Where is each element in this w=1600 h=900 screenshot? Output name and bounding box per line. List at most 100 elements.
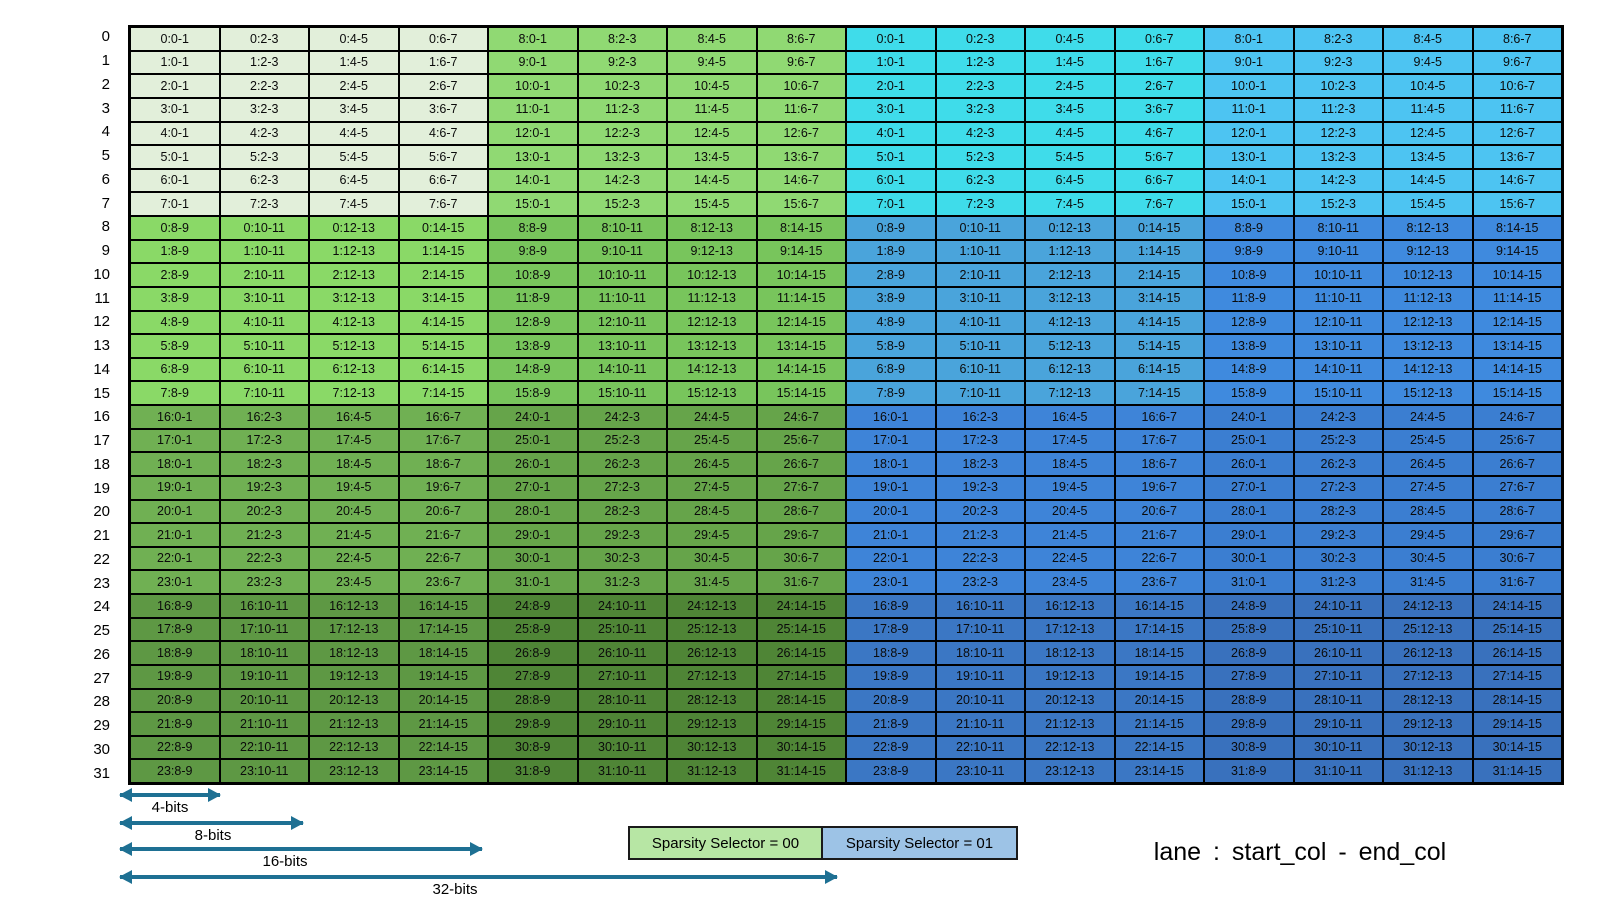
table-cell: 24:4-5	[1383, 405, 1473, 429]
table-cell: 8:12-13	[1383, 216, 1473, 240]
table-cell: 15:4-5	[667, 192, 757, 216]
table-cell: 24:8-9	[1204, 594, 1294, 618]
row-label: 5	[101, 147, 110, 165]
table-cell: 11:6-7	[756, 97, 846, 122]
table-cell: 9:8-9	[1204, 239, 1294, 264]
table-cell: 5:4-5	[1025, 145, 1115, 169]
table-cell: 22:12-13	[1025, 735, 1115, 760]
row-label: 25	[93, 622, 110, 640]
table-cell: 20:6-7	[398, 499, 488, 524]
table-cell: 5:0-1	[130, 145, 220, 169]
row-label: 30	[93, 740, 110, 758]
table-cell: 3:8-9	[846, 286, 936, 311]
table-cell: 30:6-7	[1472, 546, 1562, 571]
table-cell: 2:6-7	[1114, 74, 1204, 98]
table-cell: 24:14-15	[756, 594, 846, 618]
table-cell: 0:6-7	[398, 27, 488, 51]
table-cell: 30:8-9	[488, 735, 578, 760]
table-cell: 0:0-1	[130, 27, 220, 51]
table-cell: 19:4-5	[1025, 475, 1115, 500]
table-cell: 22:4-5	[1025, 546, 1115, 571]
table-cell: 15:14-15	[1472, 381, 1562, 405]
table-cell: 14:0-1	[488, 168, 578, 193]
row-label: 27	[93, 669, 110, 687]
table-cell: 6:8-9	[846, 357, 936, 382]
table-cell: 21:12-13	[1025, 712, 1115, 736]
row-label: 7	[101, 194, 110, 212]
table-cell: 5:14-15	[1114, 334, 1204, 358]
table-cell: 30:6-7	[756, 546, 846, 571]
table-cell: 26:4-5	[1383, 452, 1473, 476]
lane-table: 0:0-1 0:2-3 0:4-5 0:6-7 8:0-1 8:2-3 8:4-5 8:6-7…	[128, 25, 1564, 785]
table-cell: 2:12-13	[1025, 263, 1115, 287]
table-cell: 6:10-11	[935, 357, 1025, 382]
table-cell: 27:8-9	[488, 664, 578, 689]
table-cell: 15:2-3	[1293, 192, 1383, 216]
row-label: 13	[93, 337, 110, 355]
table-cell: 25:8-9	[1204, 617, 1294, 642]
table-cell: 17:8-9	[130, 617, 220, 642]
table-cell: 30:0-1	[488, 546, 578, 571]
table-cell: 16:12-13	[309, 594, 399, 618]
table-cell: 21:0-1	[846, 523, 936, 547]
table-cell: 6:8-9	[130, 357, 220, 382]
table-cell: 0:2-3	[935, 27, 1025, 51]
row-label: 3	[101, 99, 110, 117]
table-cell: 1:2-3	[219, 50, 309, 75]
table-cell: 17:0-1	[130, 428, 220, 453]
table-cell: 28:10-11	[1293, 688, 1383, 713]
table-cell: 0:4-5	[1025, 27, 1115, 51]
table-cell: 31:12-13	[667, 759, 757, 783]
table-cell: 7:14-15	[398, 381, 488, 405]
table-cell: 16:10-11	[935, 594, 1025, 618]
table-cell: 1:0-1	[130, 50, 220, 75]
table-cell: 28:12-13	[667, 688, 757, 713]
table-cell: 29:4-5	[1383, 523, 1473, 547]
table-cell: 3:0-1	[846, 97, 936, 122]
table-cell: 25:0-1	[1204, 428, 1294, 453]
row-label: 23	[93, 574, 110, 592]
table-cell: 30:8-9	[1204, 735, 1294, 760]
table-cell: 25:4-5	[1383, 428, 1473, 453]
table-cell: 18:8-9	[130, 641, 220, 665]
table-cell: 15:2-3	[577, 192, 667, 216]
table-cell: 17:6-7	[1114, 428, 1204, 453]
table-cell: 7:12-13	[309, 381, 399, 405]
table-cell: 4:0-1	[130, 121, 220, 146]
table-cell: 15:10-11	[1293, 381, 1383, 405]
table-cell: 5:10-11	[219, 334, 309, 358]
arrow-4-bits	[119, 788, 221, 801]
table-cell: 1:12-13	[1025, 239, 1115, 264]
table-cell: 18:10-11	[935, 641, 1025, 665]
table-cell: 4:4-5	[1025, 121, 1115, 146]
table-cell: 22:12-13	[309, 735, 399, 760]
table-cell: 17:2-3	[935, 428, 1025, 453]
table-cell: 31:12-13	[1383, 759, 1473, 783]
table-cell: 27:12-13	[1383, 664, 1473, 689]
table-cell: 11:10-11	[1293, 286, 1383, 311]
table-cell: 2:10-11	[935, 263, 1025, 287]
table-cell: 4:2-3	[219, 121, 309, 146]
table-cell: 7:12-13	[1025, 381, 1115, 405]
table-cell: 27:14-15	[756, 664, 846, 689]
table-cell: 27:4-5	[1383, 475, 1473, 500]
table-cell: 10:12-13	[667, 263, 757, 287]
table-cell: 31:0-1	[1204, 570, 1294, 594]
table-cell: 14:2-3	[1293, 168, 1383, 193]
table-cell: 7:14-15	[1114, 381, 1204, 405]
table-cell: 28:10-11	[577, 688, 667, 713]
table-cell: 2:6-7	[398, 74, 488, 98]
table-cell: 25:2-3	[577, 428, 667, 453]
table-cell: 17:12-13	[309, 617, 399, 642]
row-label: 6	[101, 170, 110, 188]
table-cell: 19:14-15	[1114, 664, 1204, 689]
table-cell: 12:12-13	[1383, 310, 1473, 335]
table-cell: 16:6-7	[1114, 405, 1204, 429]
table-cell: 25:8-9	[488, 617, 578, 642]
row-label: 21	[93, 527, 110, 545]
table-cell: 24:12-13	[667, 594, 757, 618]
table-cell: 5:4-5	[309, 145, 399, 169]
table-cell: 19:12-13	[1025, 664, 1115, 689]
table-cell: 8:10-11	[577, 216, 667, 240]
table-cell: 15:12-13	[667, 381, 757, 405]
